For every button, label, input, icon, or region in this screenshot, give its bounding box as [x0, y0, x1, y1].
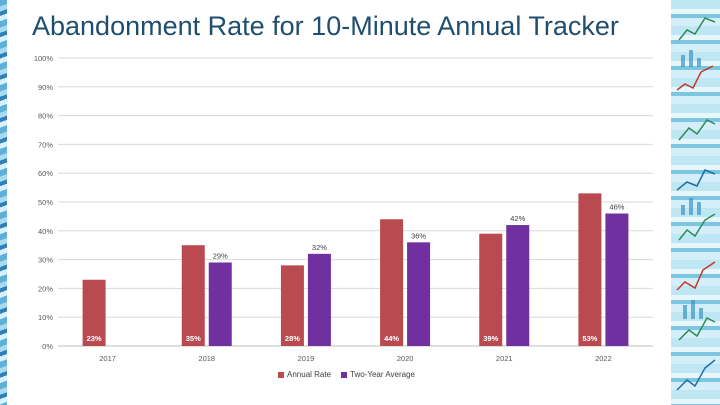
x-tick-label: 2017 [99, 354, 116, 363]
slide-title: Abandonment Rate for 10-Minute Annual Tr… [32, 11, 619, 41]
y-tick-label: 50% [38, 198, 53, 207]
y-tick-label: 100% [34, 54, 54, 63]
data-label: 44% [384, 334, 399, 343]
bar-annual-rate [479, 233, 503, 346]
x-tick-label: 2018 [198, 354, 215, 363]
x-tick-label: 2019 [298, 354, 315, 363]
chart-collage-icon [676, 17, 716, 391]
y-tick-label: 60% [38, 169, 53, 178]
y-tick-label: 0% [42, 342, 53, 351]
y-tick-label: 40% [38, 227, 53, 236]
bar-two-year-average [307, 253, 331, 346]
data-label: 23% [87, 334, 102, 343]
data-label: 35% [186, 334, 201, 343]
x-tick-label: 2021 [496, 354, 513, 363]
data-label: 32% [312, 243, 327, 252]
bar-chart: 0% 10% 20% 30% 40% 50% 60% 70% 80% 90% 100% 23% 35%… [34, 54, 653, 363]
y-tick-label: 30% [38, 256, 53, 265]
bar-annual-rate [280, 265, 304, 346]
x-tick-label: 2020 [397, 354, 414, 363]
bar-two-year-average [208, 262, 232, 346]
bar-annual-rate [181, 245, 205, 346]
bar-annual-rate [82, 279, 106, 346]
data-label: 36% [411, 231, 426, 240]
x-tick-label: 2022 [595, 354, 612, 363]
y-tick-label: 90% [38, 83, 53, 92]
legend-label-two-year-average: Two-Year Average [350, 370, 415, 379]
legend-swatch-two-year-average [341, 371, 348, 378]
data-label: 39% [483, 334, 498, 343]
bar-two-year-average [605, 213, 629, 346]
data-label: 53% [582, 334, 597, 343]
bar-annual-rate [380, 219, 404, 346]
legend-label-annual-rate: Annual Rate [287, 370, 332, 379]
y-tick-label: 20% [38, 284, 53, 293]
legend-item-annual-rate: Annual Rate [278, 370, 331, 379]
data-label: 42% [510, 214, 525, 223]
data-label: 29% [213, 251, 228, 260]
y-tick-label: 10% [38, 313, 53, 322]
data-label: 28% [285, 334, 300, 343]
legend-item-two-year-average: Two-Year Average [341, 370, 415, 379]
left-decor-strip [0, 0, 7, 405]
data-label: 46% [609, 203, 624, 212]
chart-legend: Annual Rate Two-Year Average [0, 370, 693, 379]
y-tick-label: 70% [38, 140, 53, 149]
y-tick-label: 80% [38, 112, 53, 121]
bar-two-year-average [407, 242, 431, 346]
legend-swatch-annual-rate [278, 371, 285, 378]
chart-collage-decoration [671, 0, 720, 405]
bar-annual-rate [578, 193, 602, 346]
bar-two-year-average [506, 225, 530, 346]
